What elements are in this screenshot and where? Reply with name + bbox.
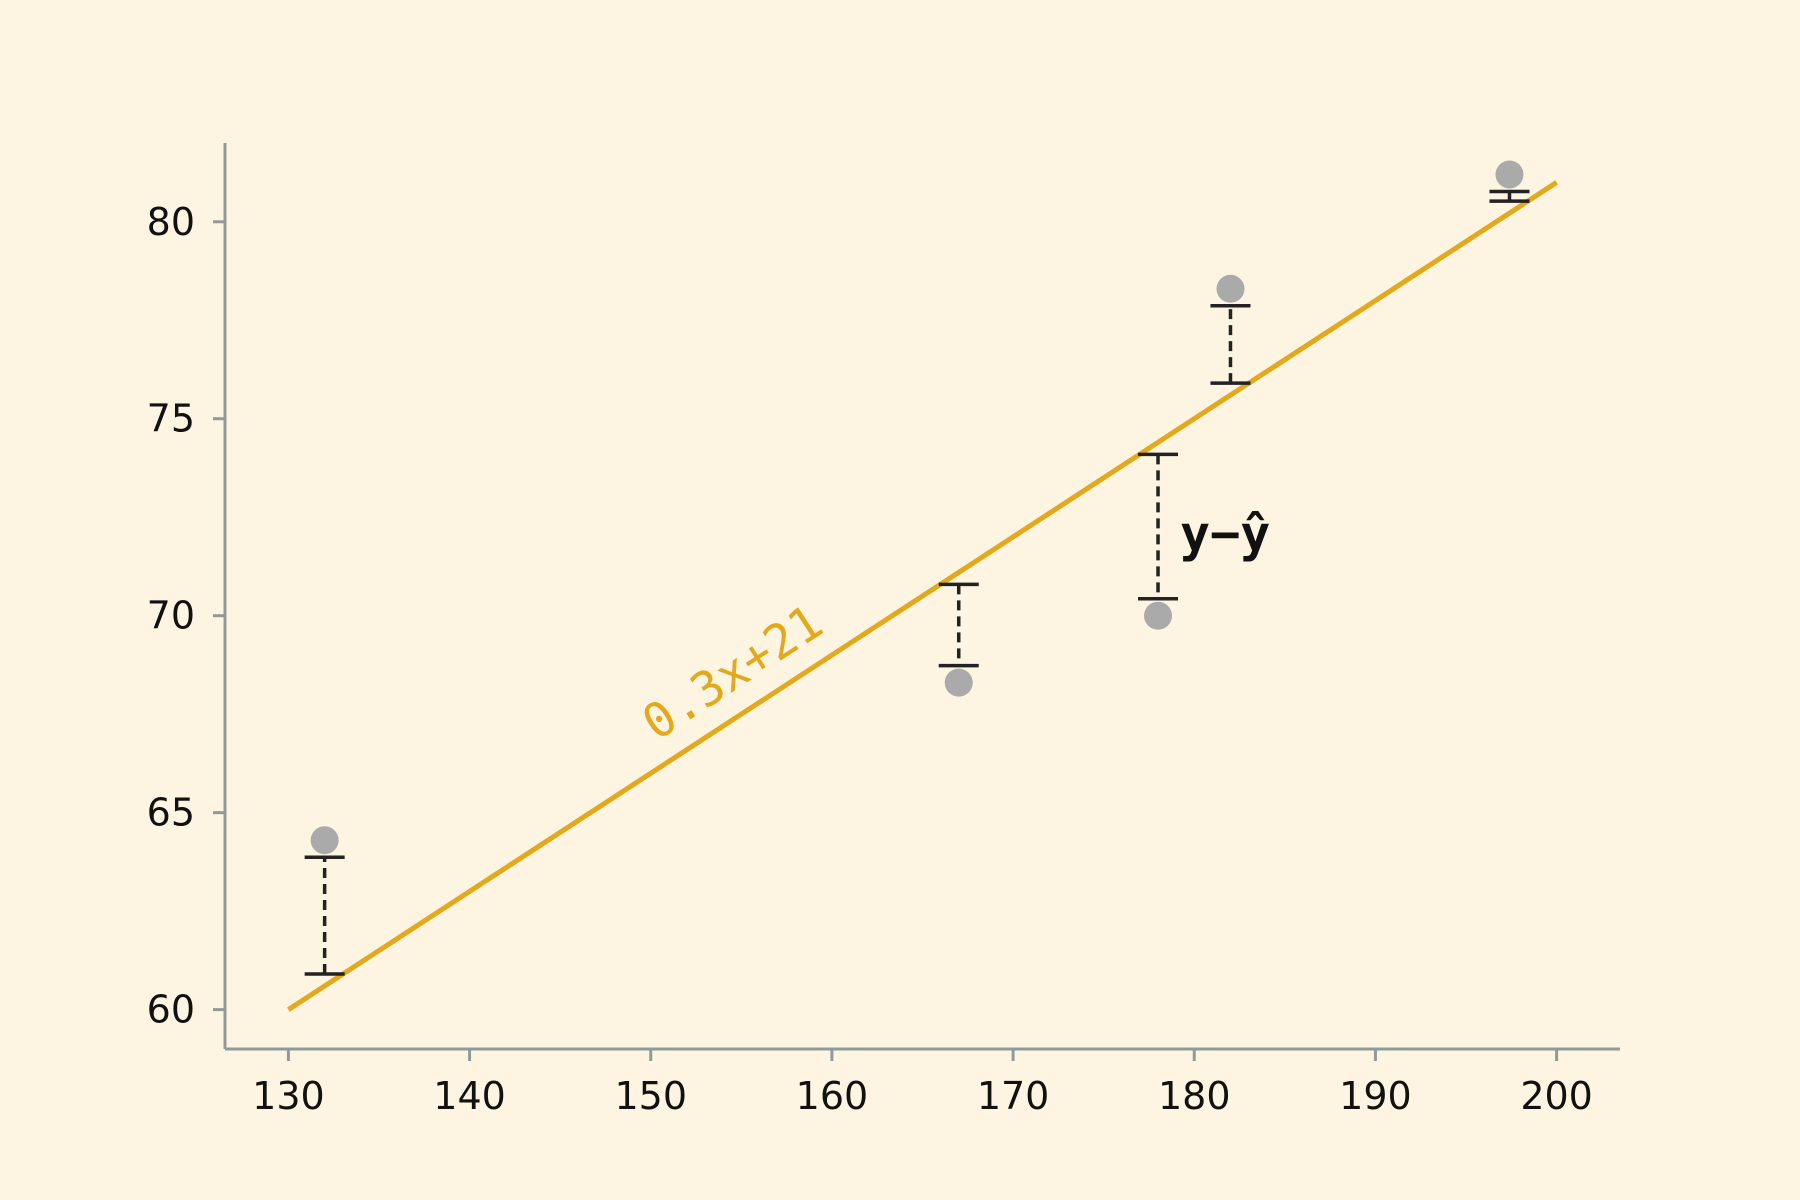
y-tick-label: 65 bbox=[147, 791, 195, 835]
residual-marker bbox=[1210, 303, 1251, 385]
x-tick-label: 130 bbox=[252, 1074, 325, 1118]
residual-label: y−ŷ bbox=[1180, 505, 1270, 563]
y-tick-label: 60 bbox=[147, 988, 195, 1032]
residual-marker bbox=[304, 855, 345, 976]
x-tick-label: 160 bbox=[796, 1074, 869, 1118]
residual-marker bbox=[1489, 189, 1530, 203]
data-point bbox=[944, 668, 973, 697]
plot-axes bbox=[223, 143, 1620, 1051]
y-tick-label: 80 bbox=[147, 200, 195, 244]
x-tick-label: 190 bbox=[1339, 1074, 1412, 1118]
x-tick-label: 200 bbox=[1520, 1074, 1593, 1118]
data-point bbox=[1495, 160, 1524, 189]
data-point bbox=[1216, 274, 1245, 303]
data-points bbox=[310, 160, 1524, 855]
residual-markers bbox=[304, 189, 1530, 976]
data-point bbox=[310, 826, 339, 855]
x-tick-label: 180 bbox=[1158, 1074, 1231, 1118]
y-tick-label: 75 bbox=[147, 397, 195, 441]
residual-marker bbox=[938, 582, 979, 668]
x-tick-label: 170 bbox=[977, 1074, 1050, 1118]
axis-ticks: 130 140 150 160 170 180 190 200 60 65 70 75 80 bbox=[147, 200, 1593, 1118]
x-tick-label: 150 bbox=[614, 1074, 687, 1118]
y-tick-label: 70 bbox=[147, 594, 195, 638]
residual-marker bbox=[1138, 452, 1179, 601]
data-point bbox=[1144, 601, 1173, 630]
regression-line bbox=[287, 180, 1558, 1012]
x-tick-label: 140 bbox=[433, 1074, 506, 1118]
